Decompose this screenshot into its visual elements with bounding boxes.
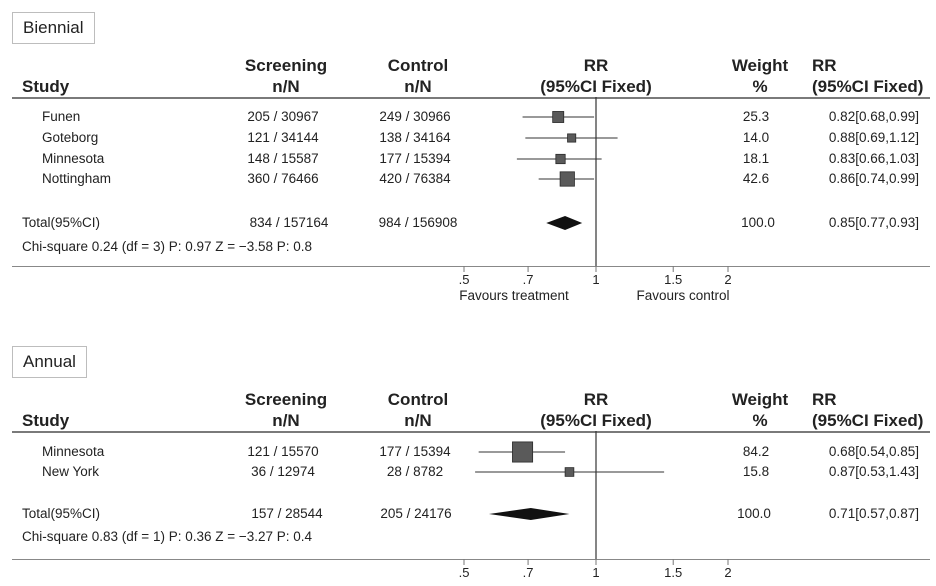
header-rule	[12, 97, 930, 99]
header-rr-plot-1: RR	[583, 390, 609, 409]
axis-tick-label: 2	[724, 272, 731, 287]
study-weight-box	[567, 133, 577, 143]
total-label: Total(95%CI)	[22, 215, 101, 230]
study-name: Minnesota	[42, 444, 105, 459]
header-screening-1: Screening	[244, 56, 328, 75]
screening-count: 148 / 15587	[247, 151, 319, 166]
heterogeneity-stats: Chi-square 0.83 (df = 1) P: 0.36 Z = −3.…	[22, 529, 313, 544]
total-rr: 0.85[0.77,0.93]	[828, 215, 919, 230]
header-screening-2: n/N	[272, 411, 300, 430]
header-control-1: Control	[387, 56, 449, 75]
axis-tick-label: 1.5	[664, 565, 682, 580]
weight-value: 42.6	[742, 171, 770, 186]
total-control: 984 / 156908	[378, 215, 458, 230]
rr-value: 0.88[0.69,1.12]	[828, 130, 919, 145]
total-weight: 100.0	[741, 215, 775, 230]
study-name: Funen	[42, 109, 81, 124]
rr-value: 0.87[0.53,1.43]	[828, 464, 919, 479]
header-control-2: n/N	[404, 77, 432, 96]
axis-tick-label: .5	[459, 272, 470, 287]
rr-value: 0.83[0.66,1.03]	[828, 151, 919, 166]
total-label: Total(95%CI)	[22, 506, 101, 521]
axis-tick-label: 1	[592, 565, 599, 580]
header-weight-2: %	[752, 77, 768, 96]
study-weight-box	[552, 111, 565, 123]
header-rr-plot-1: RR	[583, 56, 609, 75]
control-count: 177 / 15394	[379, 444, 451, 459]
study-weight-box	[555, 153, 566, 165]
pooled-estimate-diamond	[546, 216, 583, 230]
header-control-1: Control	[387, 390, 449, 409]
screening-count: 121 / 34144	[247, 130, 319, 145]
control-count: 28 / 8782	[386, 464, 444, 479]
screening-count: 121 / 15570	[247, 444, 319, 459]
header-weight-1: Weight	[731, 56, 789, 75]
study-name: Minnesota	[42, 151, 105, 166]
rr-value: 0.68[0.54,0.85]	[828, 444, 919, 459]
screening-count: 36 / 12974	[251, 464, 315, 479]
header-rr-1: RR	[812, 390, 837, 409]
header-control-2: n/N	[404, 411, 432, 430]
axis-rule	[12, 266, 930, 267]
header-weight-2: %	[752, 411, 768, 430]
total-control: 205 / 24176	[380, 506, 452, 521]
header-rr-1: RR	[812, 56, 837, 75]
favours-control-label: Favours control	[636, 288, 730, 303]
total-screening: 157 / 28544	[251, 506, 323, 521]
control-count: 138 / 34164	[379, 130, 451, 145]
header-screening-2: n/N	[272, 77, 300, 96]
axis-tick-label: 1	[592, 272, 599, 287]
study-weight-box	[559, 171, 575, 187]
forest-plot-annual: .5 .7 1 1.5 2	[459, 431, 732, 580]
control-count: 249 / 30966	[379, 109, 451, 124]
screening-count: 205 / 30967	[247, 109, 319, 124]
header-rule	[12, 431, 930, 433]
axis-tick-label: .7	[523, 272, 534, 287]
weight-value: 14.0	[742, 130, 770, 145]
control-count: 177 / 15394	[379, 151, 451, 166]
pooled-estimate-diamond	[488, 508, 570, 520]
header-study: Study	[22, 411, 70, 430]
header-rr-2: (95%CI Fixed)	[812, 411, 924, 430]
rr-value: 0.86[0.74,0.99]	[828, 171, 919, 186]
axis-tick-label: .7	[523, 565, 534, 580]
axis-tick-label: .5	[459, 565, 470, 580]
panel-title: Biennial	[12, 12, 95, 44]
study-name: Nottingham	[42, 171, 112, 186]
axis-rule	[12, 559, 930, 560]
control-count: 420 / 76384	[379, 171, 451, 186]
weight-value: 18.1	[742, 151, 770, 166]
header-weight-1: Weight	[731, 390, 789, 409]
forest-panel-annual: Annual Study Screening n/N Control n/N R…	[0, 334, 936, 586]
study-name: New York	[42, 464, 100, 479]
study-weight-box	[564, 467, 575, 477]
axis-tick-label: 1.5	[664, 272, 682, 287]
forest-plot-biennial: .5 .7 1 1.5 2	[459, 97, 732, 287]
weight-value: 15.8	[742, 464, 770, 479]
header-rr-plot-2: (95%CI Fixed)	[540, 77, 652, 96]
header-rr-plot-2: (95%CI Fixed)	[540, 411, 652, 430]
rr-value: 0.82[0.68,0.99]	[828, 109, 919, 124]
favours-treatment-label: Favours treatment	[459, 288, 569, 303]
heterogeneity-stats: Chi-square 0.24 (df = 3) P: 0.97 Z = −3.…	[22, 239, 313, 254]
header-screening-1: Screening	[244, 390, 328, 409]
study-name: Goteborg	[42, 130, 99, 145]
axis-tick-label: 2	[724, 565, 731, 580]
total-weight: 100.0	[737, 506, 771, 521]
total-rr: 0.71[0.57,0.87]	[828, 506, 919, 521]
weight-value: 25.3	[742, 109, 770, 124]
study-weight-box	[512, 441, 534, 463]
header-study: Study	[22, 77, 70, 96]
forest-panel-biennial: Biennial Study Screening n/N Control n/N…	[12, 12, 930, 303]
weight-value: 84.2	[742, 444, 770, 459]
header-rr-2: (95%CI Fixed)	[812, 77, 924, 96]
screening-count: 360 / 76466	[247, 171, 319, 186]
panel-title: Annual	[12, 346, 87, 378]
total-screening: 834 / 157164	[249, 215, 329, 230]
